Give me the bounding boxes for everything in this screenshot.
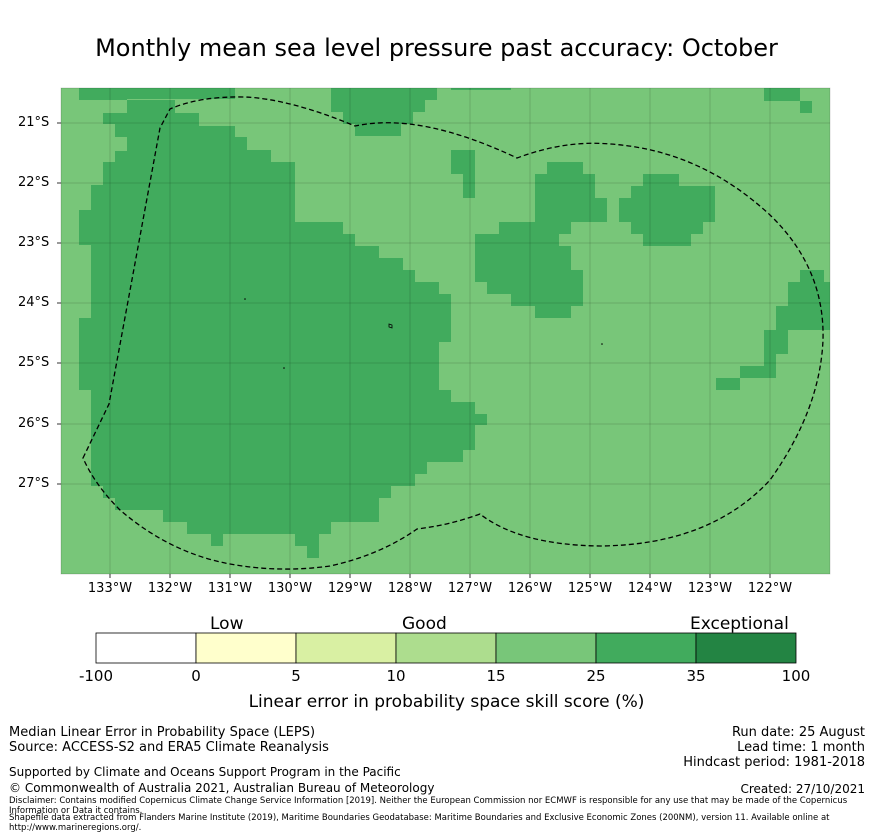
footer-copyright: © Commonwealth of Australia 2021, Austra… bbox=[9, 781, 435, 795]
lon-label: 127°W bbox=[447, 581, 493, 596]
colorbar-tick-label: 5 bbox=[291, 667, 301, 685]
lat-label: 24°S bbox=[18, 295, 50, 310]
colorbar-tick-label: 25 bbox=[586, 667, 606, 685]
colorbar-segment bbox=[395, 632, 497, 664]
colorbar-tick-label: 35 bbox=[686, 667, 706, 685]
lon-label: 126°W bbox=[507, 581, 553, 596]
footer-run-date: Run date: 25 August bbox=[731, 725, 865, 740]
lat-label: 27°S bbox=[18, 476, 50, 491]
western-skill-patch bbox=[79, 88, 487, 558]
lon-label: 129°W bbox=[327, 581, 373, 596]
lon-label: 125°W bbox=[567, 581, 613, 596]
colorbar-segment bbox=[595, 632, 697, 664]
colorbar-category-low: Low bbox=[210, 614, 244, 634]
island bbox=[244, 298, 246, 300]
colorbar-tick-label: 0 bbox=[191, 667, 201, 685]
footer-lead-time: Lead time: 1 month bbox=[737, 740, 865, 755]
footer-support: Supported by Climate and Oceans Support … bbox=[9, 765, 401, 779]
colorbar-axis-label: Linear error in probability space skill … bbox=[248, 692, 645, 712]
map-frame bbox=[60, 87, 831, 575]
colorbar-segment bbox=[195, 632, 297, 664]
colorbar-segment bbox=[695, 632, 797, 664]
footer-hindcast: Hindcast period: 1981-2018 bbox=[683, 755, 865, 770]
colorbar-segment bbox=[495, 632, 597, 664]
lat-label: 25°S bbox=[18, 355, 50, 370]
high-skill-region bbox=[79, 88, 830, 558]
lon-label: 124°W bbox=[627, 581, 673, 596]
lat-label: 26°S bbox=[18, 416, 50, 431]
lon-label: 131°W bbox=[207, 581, 253, 596]
lon-label: 132°W bbox=[147, 581, 193, 596]
lon-label: 122°W bbox=[747, 581, 793, 596]
graticule bbox=[61, 88, 830, 574]
map-title: Monthly mean sea level pressure past acc… bbox=[95, 34, 778, 62]
footer-created: Created: 27/10/2021 bbox=[740, 782, 865, 796]
colorbar-tick-label: 15 bbox=[486, 667, 506, 685]
lon-label: 130°W bbox=[267, 581, 313, 596]
colorbar-tick-label: 10 bbox=[386, 667, 406, 685]
island bbox=[388, 323, 393, 329]
colorbar-segment bbox=[295, 632, 397, 664]
colorbar-segment bbox=[95, 632, 197, 664]
colorbar-tick-label: -100 bbox=[78, 667, 114, 685]
lat-label: 23°S bbox=[18, 235, 50, 250]
colorbar-category-good: Good bbox=[402, 614, 447, 634]
colorbar-category-exceptional: Exceptional bbox=[690, 614, 789, 634]
lon-label: 128°W bbox=[387, 581, 433, 596]
footer-shapefile: Shapefile data extracted from Flanders M… bbox=[9, 813, 830, 833]
colorbar bbox=[95, 632, 797, 664]
eez-boundary bbox=[82, 96, 824, 570]
island bbox=[601, 343, 603, 345]
lat-label: 22°S bbox=[18, 175, 50, 190]
lon-label: 123°W bbox=[687, 581, 733, 596]
island bbox=[283, 367, 285, 369]
lon-label: 133°W bbox=[87, 581, 133, 596]
colorbar-tick-label: 100 bbox=[781, 667, 811, 685]
lat-label: 21°S bbox=[18, 115, 50, 130]
footer-method: Median Linear Error in Probability Space… bbox=[9, 725, 316, 740]
footer-disclaimer: Disclaimer: Contains modified Copernicus… bbox=[9, 796, 848, 816]
footer-source: Source: ACCESS-S2 and ERA5 Climate Reana… bbox=[9, 740, 329, 755]
